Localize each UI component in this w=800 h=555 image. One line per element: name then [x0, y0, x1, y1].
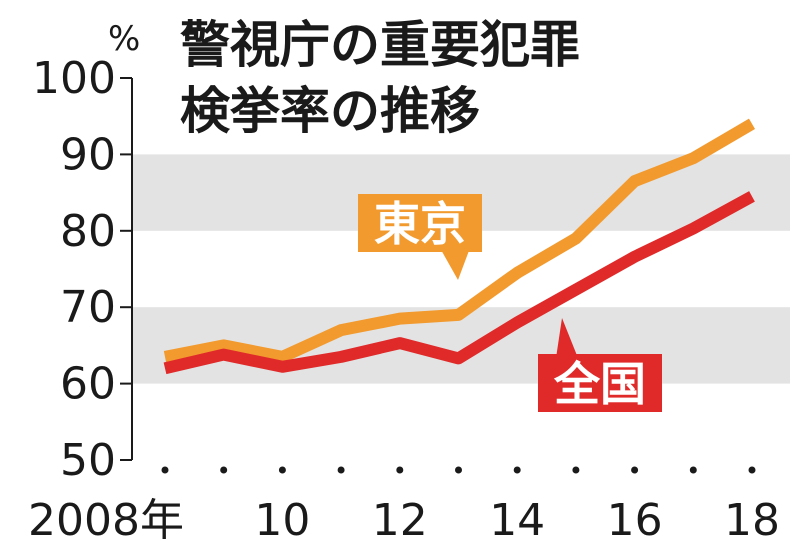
series-lines [163, 118, 756, 375]
series-label-national-box [538, 354, 662, 412]
series-label-tokyo-pointer [440, 248, 470, 280]
series-label-national: 全国 [538, 318, 662, 412]
y-tick-label-70: 70 [60, 282, 116, 333]
y-axis [120, 77, 133, 461]
x-tick-dot-2018 [748, 466, 756, 474]
x-tick-label-2018: 18 [724, 495, 780, 546]
x-tick-dot-2012 [396, 466, 404, 474]
x-tick-label-2016: 16 [607, 495, 663, 546]
x-tick-dot-2010 [278, 466, 286, 474]
x-tick-dot-2009 [220, 466, 228, 474]
x-tick-marks [161, 466, 756, 474]
y-tick-label-100: 100 [32, 53, 116, 104]
series-label-national-text: 全国 [553, 357, 646, 411]
y-tick-label-60: 60 [60, 359, 116, 410]
y-unit-label: % [108, 19, 140, 59]
series-line-0 [163, 118, 756, 363]
x-tick-dot-2013 [455, 466, 462, 474]
x-tick-label-2010: 10 [254, 495, 310, 546]
series-label-tokyo: 東京 [358, 194, 482, 280]
x-tick-dot-2015 [572, 466, 580, 474]
series-line-1 [163, 191, 755, 375]
x-tick-label-2014: 14 [489, 495, 545, 546]
x-tick-dot-2008 [161, 466, 169, 474]
y-tick-label-90: 90 [60, 129, 116, 180]
x-tick-dot-2014 [513, 466, 521, 474]
y-tick-label-50: 50 [60, 435, 116, 486]
x-tick-dot-2011 [337, 466, 345, 474]
y-tick-label-80: 80 [60, 206, 116, 257]
x-tick-label-2008: 2008年 [28, 495, 184, 546]
x-tick-label-2012: 12 [372, 495, 428, 546]
series-label-tokyo-box [358, 194, 482, 252]
series-label-tokyo-text: 東京 [374, 197, 466, 251]
x-tick-dot-2017 [689, 466, 697, 474]
chart-title: 警視庁の重要犯罪 検挙率の推移 [180, 16, 580, 140]
title-line-2: 検挙率の推移 [180, 82, 480, 140]
title-line-1: 警視庁の重要犯罪 [180, 16, 580, 74]
series-label-national-pointer [556, 318, 578, 358]
x-tick-labels: 2008年 10 12 14 16 18 [28, 495, 780, 546]
x-tick-dot-2016 [631, 466, 639, 474]
y-tick-labels: 50 60 70 80 90 100 [32, 53, 116, 486]
